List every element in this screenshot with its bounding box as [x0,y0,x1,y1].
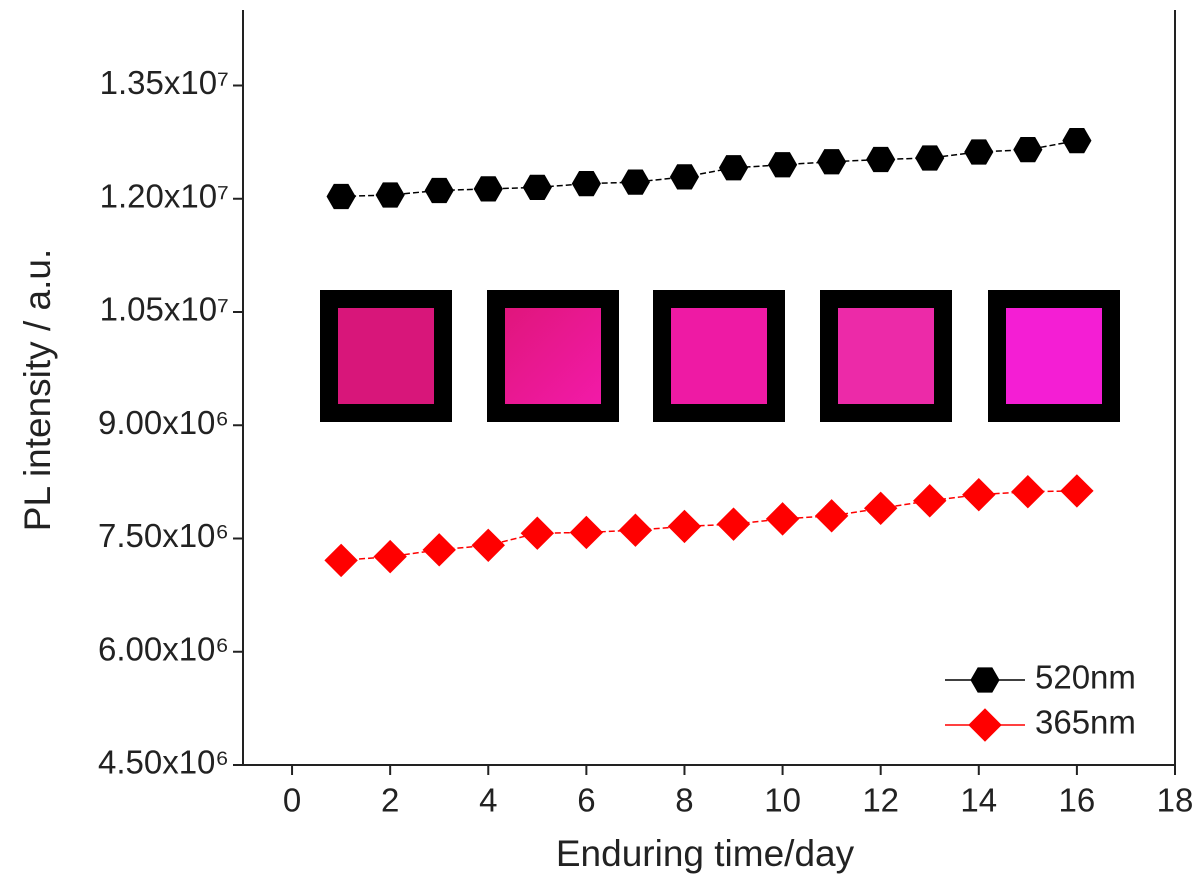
data-point [814,499,849,533]
data-point [866,146,896,173]
x-tick-label: 0 [283,782,301,819]
data-point [716,507,751,541]
data-point [571,171,601,197]
data-point [768,152,798,178]
data-point [964,139,994,165]
y-tick-label: 1.20x10⁷ [100,177,229,214]
data-point [669,164,700,190]
data-point [817,149,847,175]
x-tick-label: 2 [381,782,399,819]
x-tick-label: 8 [675,782,693,819]
legend-label: 365nm [1035,704,1136,741]
y-tick-label: 6.00x10⁶ [98,630,229,667]
data-point [373,539,407,574]
photo [838,308,934,404]
data-point [569,515,604,550]
data-point [326,183,356,210]
x-tick-label: 6 [577,782,595,819]
data-point [618,513,653,547]
x-axis-title: Enduring time/day [556,833,855,874]
legend-label: 520nm [1035,659,1136,696]
x-tick-label: 10 [764,782,801,819]
y-tick-label: 4.50x10⁶ [98,744,229,781]
data-point [765,502,800,536]
data-point [422,533,456,567]
data-point [473,176,503,202]
x-tick-label: 14 [960,782,997,819]
data-point [863,491,898,526]
data-point [471,528,505,563]
data-point [913,484,947,518]
data-point [1013,137,1043,163]
inset-photos [320,290,1120,422]
series-line [341,490,1077,562]
data-point [915,145,945,171]
series-line [341,139,1078,198]
y-tick-label: 1.35x10⁷ [100,64,229,101]
y-axis-title: PL intensity / a.u. [17,249,58,531]
photo [505,308,601,404]
x-tick-label: 16 [1059,782,1096,819]
y-tick-label: 9.00x10⁶ [98,404,229,441]
data-point [520,516,555,550]
data-point [962,478,996,512]
legend-marker [968,708,1002,742]
photo [1006,308,1102,404]
legend-marker [970,667,1000,693]
data-point [1011,474,1045,509]
photo [338,308,434,404]
y-tick-label: 1.05x10⁷ [100,291,229,328]
data-point [718,155,749,181]
y-tick-label: 7.50x10⁶ [98,517,229,554]
data-point [522,174,552,201]
x-tick-label: 12 [862,782,899,819]
data-point [1062,127,1092,154]
data-point [667,509,702,544]
data-point [424,177,454,204]
data-point [324,543,358,578]
data-point [620,169,650,195]
data-point [375,182,405,208]
photo [671,308,767,404]
data-point [1060,474,1094,508]
x-tick-label: 18 [1157,782,1194,819]
x-tick-label: 4 [479,782,497,819]
